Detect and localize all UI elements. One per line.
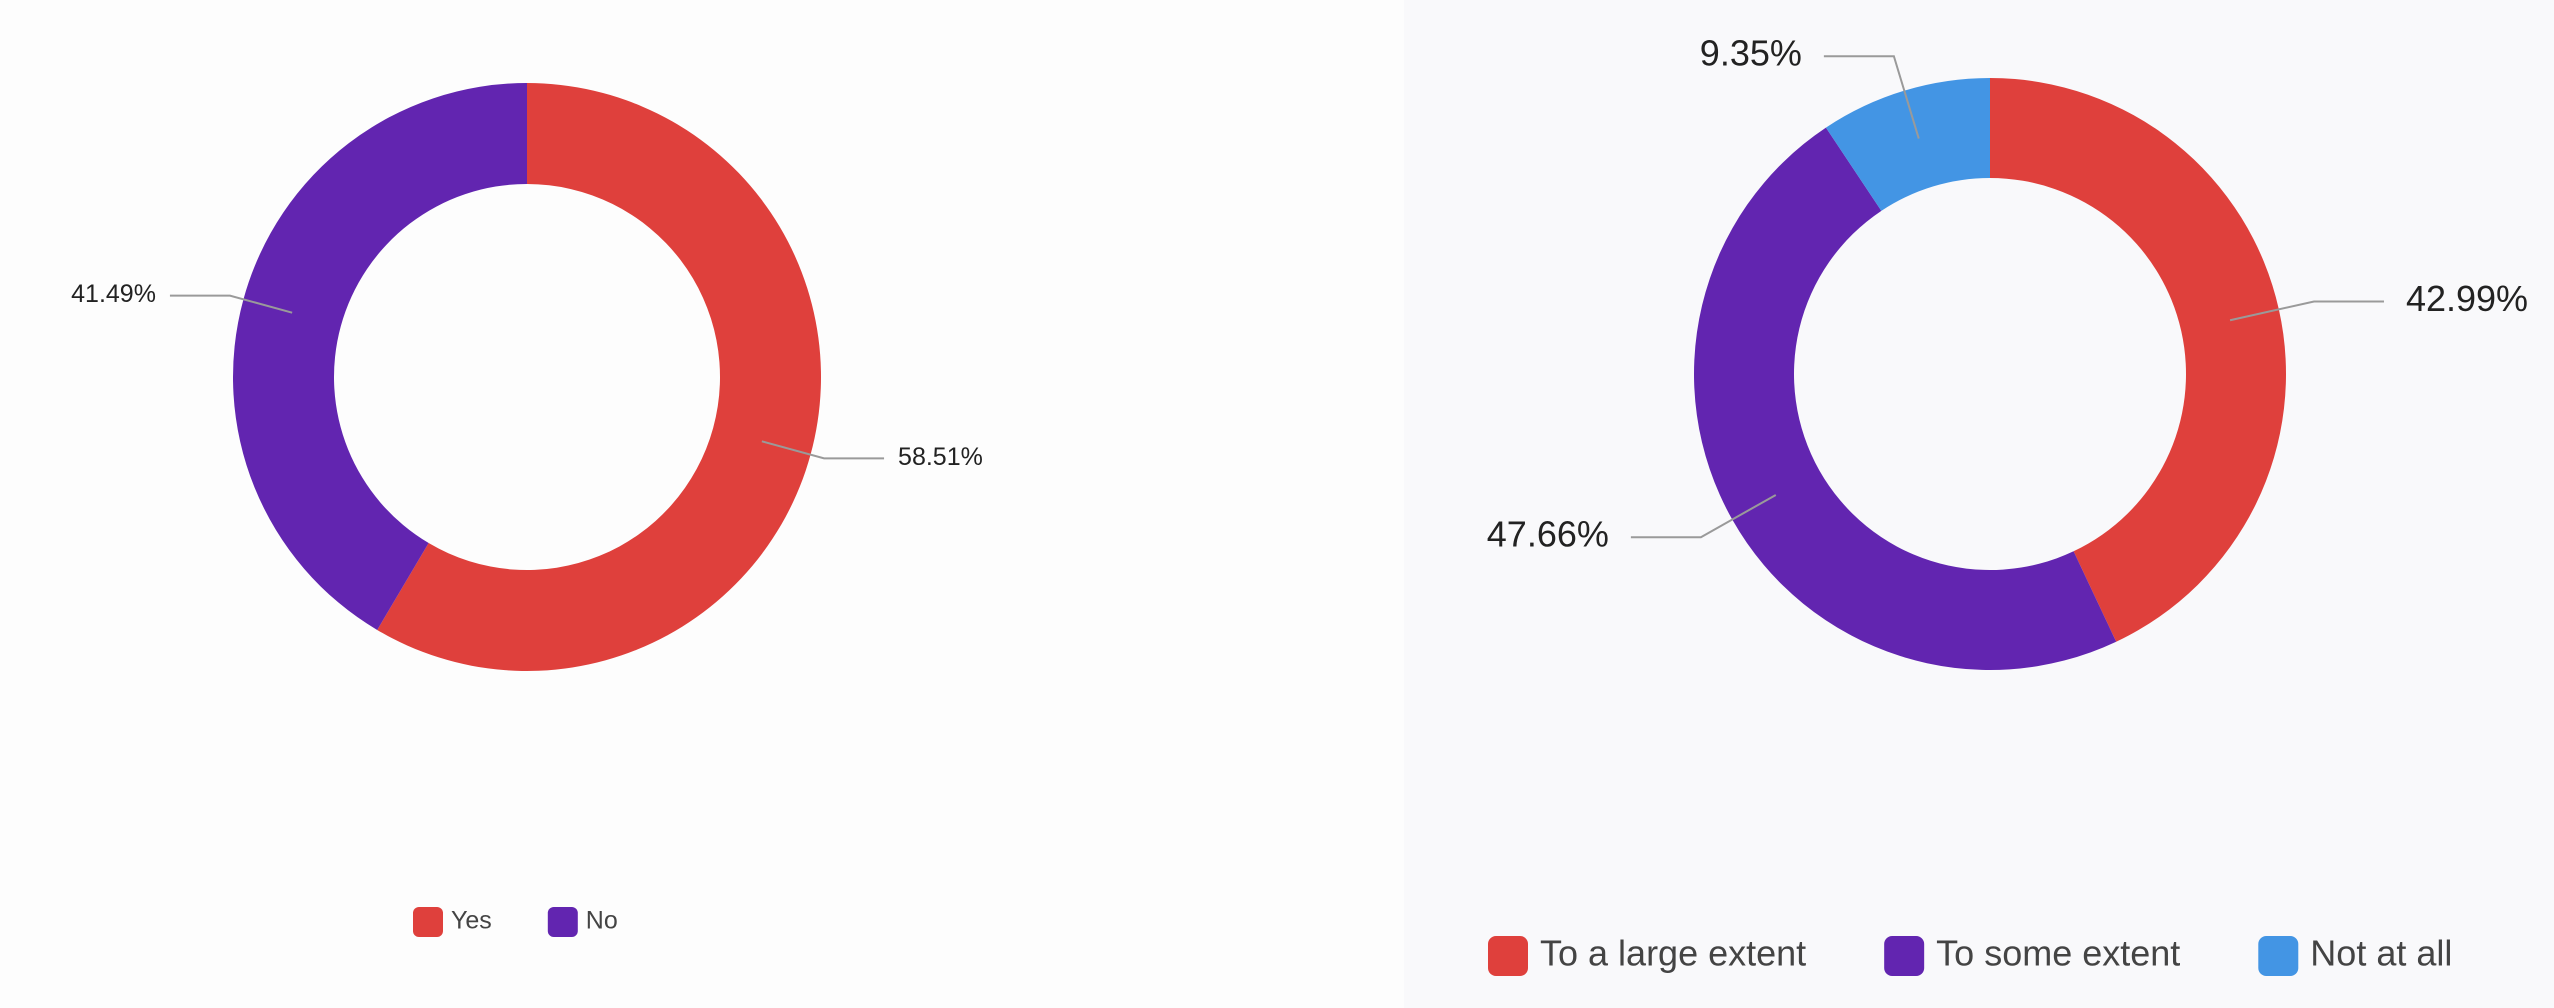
legend-label-not-at-all: Not at all (2310, 933, 2452, 974)
legend-label-no: No (586, 907, 618, 935)
leader-line-to-some-extent (1630, 494, 1777, 539)
legend-label-to-a-large-extent: To a large extent (1540, 933, 1806, 974)
data-label-yes: 58.51% (898, 443, 983, 471)
data-label-no: 41.49% (71, 280, 156, 308)
data-label-not-at-all: 9.35% (1700, 33, 1802, 74)
legend-label-to-some-extent: To some extent (1936, 933, 2180, 974)
legend-swatch-to-a-large-extent (1488, 936, 1528, 976)
legend-item-yes: Yes (413, 907, 492, 937)
legend-item-not-at-all: Not at all (2258, 933, 2452, 976)
slice-yes (377, 83, 822, 672)
chart-panel-right: 42.99% 47.66% 9.35% To a large extent To som… (1404, 0, 2554, 1008)
data-label-to-some-extent: 47.66% (1487, 514, 1609, 555)
legend-item-to-a-large-extent: To a large extent (1488, 933, 1806, 976)
leader-line-not-at-all (1823, 55, 1920, 139)
donut-chart-extent: 42.99% 47.66% 9.35% To a large extent To som… (1487, 33, 2528, 976)
legend-item-no: No (547, 907, 618, 937)
legend-label-yes: Yes (451, 907, 492, 935)
slice-to-some-extent (1693, 127, 2117, 671)
legend-swatch-yes (413, 907, 443, 937)
slice-to-a-large-extent (1990, 78, 2286, 642)
chart-panel-left: 58.51% 41.49% Yes No (71, 83, 983, 937)
slice-not-at-all (1825, 78, 1990, 211)
donut-chart-yes-no: 58.51% 41.49% Yes No (71, 83, 983, 937)
legend-swatch-to-some-extent (1884, 936, 1925, 976)
leader-line-yes (761, 440, 885, 460)
legend-swatch-not-at-all (2258, 936, 2299, 976)
legend-item-to-some-extent: To some extent (1884, 933, 2180, 976)
legend-swatch-no (547, 907, 578, 937)
leader-line-no (169, 294, 293, 314)
data-label-to-a-large-extent: 42.99% (2406, 278, 2528, 319)
leader-line-to-a-large-extent (2229, 300, 2384, 322)
slice-no (233, 83, 527, 630)
